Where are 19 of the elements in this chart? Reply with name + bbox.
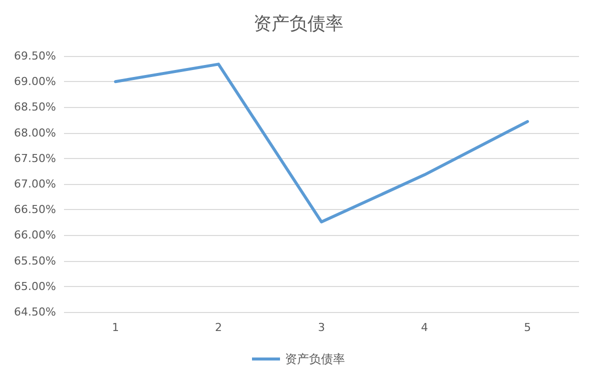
y-tick-label: 64.50% [14,306,56,318]
chart-title: 资产负债率 [254,14,344,34]
y-tick-label: 69.50% [14,50,56,62]
x-tick-label: 4 [421,321,428,334]
x-tick-label: 3 [318,321,325,334]
y-tick-label: 66.00% [14,228,56,242]
x-tick-label: 5 [524,321,531,334]
y-tick-label: 69.00% [14,75,56,88]
y-tick-label: 67.00% [14,178,56,190]
y-tick-label: 66.50% [14,203,56,216]
y-tick-label: 65.50% [14,254,56,268]
x-tick-label: 1 [112,321,119,334]
line-series [114,62,529,224]
y-tick-label: 65.00% [14,280,56,293]
y-tick-label: 67.50% [14,152,56,165]
y-tick-label: 68.00% [14,126,56,140]
x-tick-label: 2 [215,321,222,334]
legend-label: 资产负债率 [285,352,345,366]
y-tick-label: 68.50% [14,100,56,114]
